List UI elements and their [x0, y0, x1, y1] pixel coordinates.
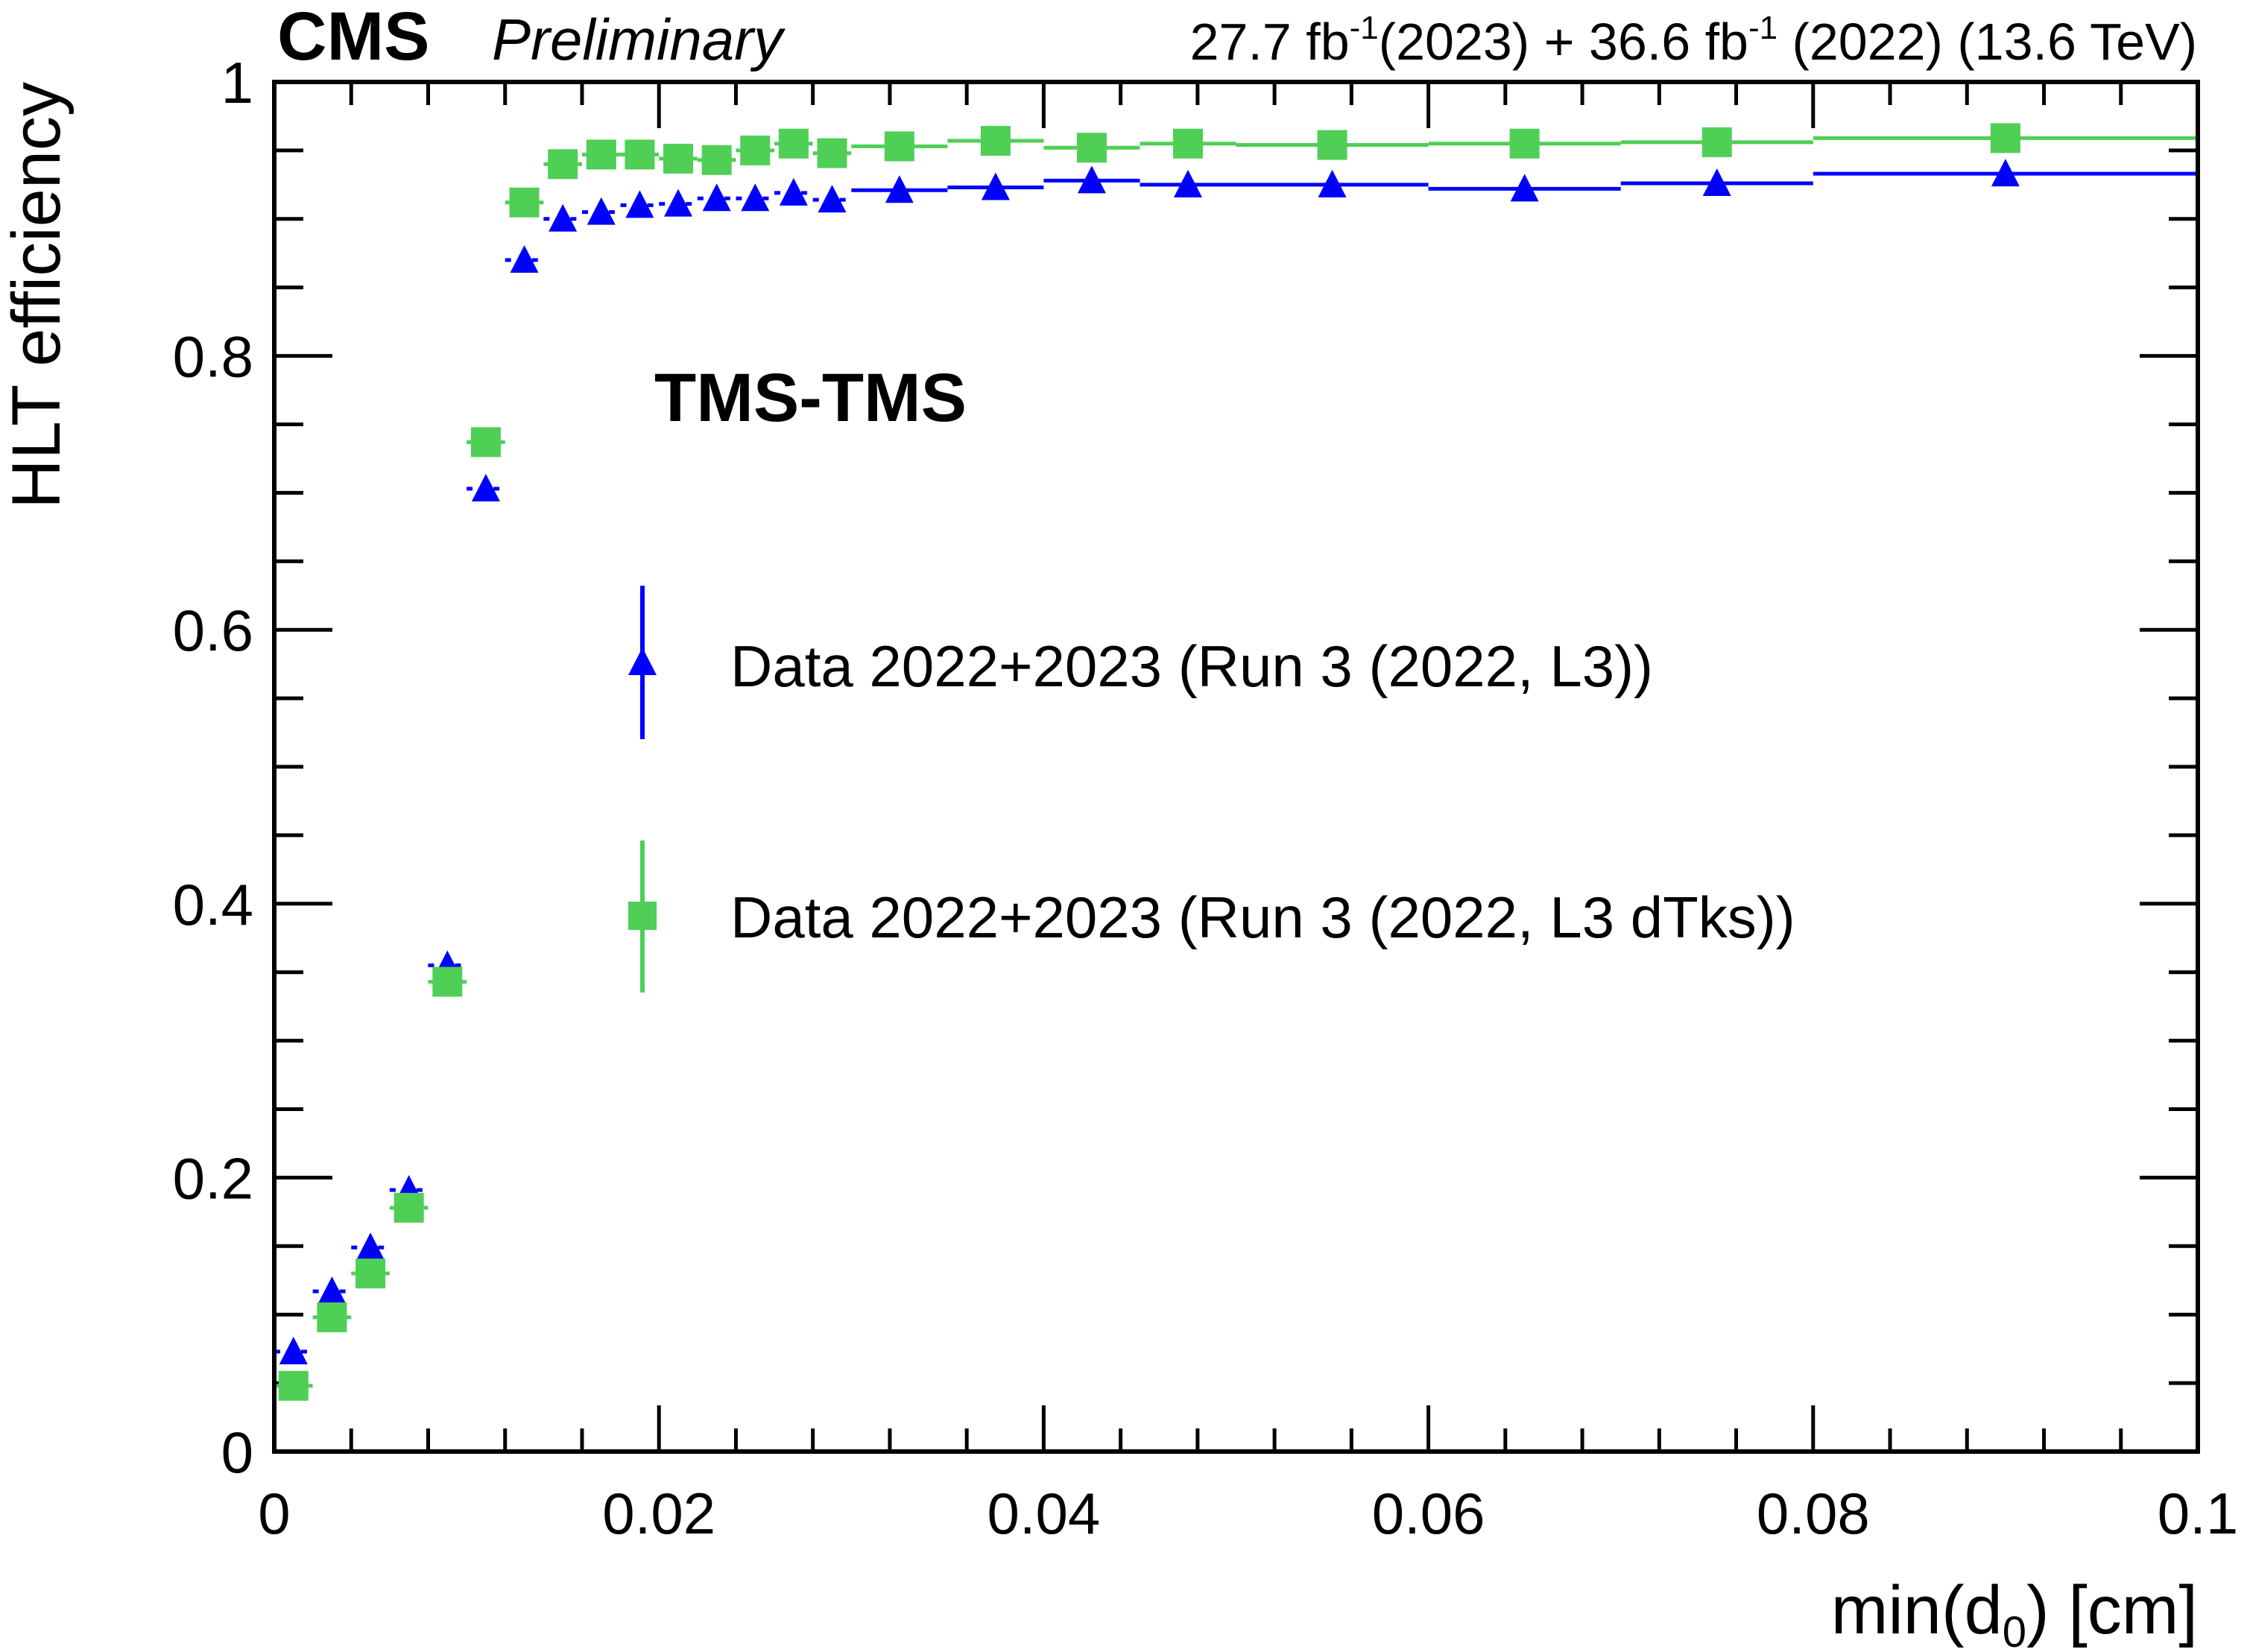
square-marker	[778, 128, 809, 159]
plot-frame	[272, 80, 2200, 1454]
lumi-2023: 27.7 fb	[1190, 13, 1350, 71]
category-label: TMS-TMS	[654, 360, 967, 436]
triangle-marker	[1510, 174, 1539, 202]
y-tick-label: 0.2	[173, 1145, 253, 1211]
y-tick-label: 0	[221, 1420, 253, 1485]
x-tick-label: 0.02	[602, 1481, 715, 1546]
lumi-2022-tag: (2022) (13.6 TeV)	[1777, 13, 2197, 71]
square-marker	[1172, 128, 1203, 159]
triangle-marker	[1702, 168, 1731, 197]
x-tick-label: 0.1	[2158, 1481, 2238, 1546]
series-l3	[274, 159, 2198, 1364]
square-marker	[1509, 128, 1540, 159]
square-marker	[817, 138, 847, 168]
triangle-marker	[981, 172, 1010, 200]
square-marker	[663, 143, 694, 174]
square-marker	[884, 131, 914, 162]
triangle-marker	[587, 197, 616, 225]
square-marker	[470, 427, 501, 458]
tick-labels: 0 0.02 0.04 0.06 0.08 0.1 0 0.2 0.4 0.6 0.8 1	[173, 50, 2239, 1546]
legend-dtks-label: Data 2022+2023 (Run 3 (2022, L3 dTks))	[730, 884, 1795, 950]
y-axis-title: HLT efficiency	[0, 82, 75, 509]
square-marker	[1317, 130, 1347, 160]
square-marker	[548, 149, 578, 180]
legend-entry-l3-dtks: Data 2022+2023 (Run 3 (2022, L3 dTks))	[628, 841, 1795, 993]
triangle-marker	[1318, 169, 1347, 197]
series-l3-dtks	[274, 123, 2198, 1401]
square-marker	[394, 1192, 424, 1223]
legend-l3-marker	[628, 648, 657, 675]
square-marker	[317, 1302, 347, 1332]
x-tick-label: 0.06	[1372, 1481, 1485, 1546]
x-axis-title: min(d0) [cm]	[1831, 1572, 2198, 1652]
legend-l3-label: Data 2022+2023 (Run 3 (2022, L3))	[730, 633, 1653, 699]
square-marker	[432, 966, 463, 997]
triangle-marker	[1173, 169, 1202, 197]
triangle-marker	[885, 175, 914, 203]
y-tick-label: 0.6	[173, 598, 253, 663]
triangle-marker	[625, 190, 654, 218]
square-marker	[1990, 123, 2020, 154]
square-marker	[740, 135, 771, 165]
square-marker	[586, 139, 616, 170]
axis-ticks	[272, 80, 2200, 1454]
square-marker	[1076, 133, 1107, 163]
triangle-marker	[1991, 159, 2020, 187]
x-tick-label: 0.04	[987, 1481, 1100, 1546]
lumi-2022-exponent: -1	[1748, 10, 1777, 46]
lumi-2023-tag: (2023) + 36.6 fb	[1379, 13, 1748, 71]
triangle-marker	[279, 1336, 308, 1364]
triangle-marker	[818, 185, 847, 213]
data-series	[274, 123, 2198, 1401]
square-marker	[1701, 127, 1732, 157]
experiment-label: CMS	[277, 0, 429, 75]
square-marker	[278, 1370, 309, 1401]
square-marker	[701, 145, 732, 175]
x-axis-title-tail: ) [cm]	[2026, 1572, 2198, 1648]
status-label: Preliminary	[492, 7, 786, 72]
square-marker	[980, 126, 1011, 156]
legend-entry-l3: Data 2022+2023 (Run 3 (2022, L3))	[628, 586, 1653, 739]
x-axis-title-subscript: 0	[2003, 1608, 2026, 1652]
x-tick-label: 0	[258, 1481, 290, 1546]
square-marker	[509, 187, 540, 218]
triangle-marker	[741, 183, 770, 212]
y-tick-label: 0.4	[173, 872, 253, 937]
y-tick-label: 1	[221, 50, 253, 115]
triangle-marker	[1077, 165, 1106, 194]
triangle-marker	[702, 183, 731, 212]
triangle-marker	[356, 1232, 385, 1261]
triangle-marker	[664, 189, 693, 217]
triangle-marker	[471, 473, 500, 501]
x-axis-title-main: min(d	[1831, 1572, 2003, 1648]
triangle-marker	[510, 244, 539, 273]
square-marker	[625, 139, 655, 170]
x-tick-label: 0.08	[1757, 1481, 1870, 1546]
luminosity-label: 27.7 fb-1(2023) + 36.6 fb-1 (2022) (13.6…	[1190, 10, 2197, 71]
legend: Data 2022+2023 (Run 3 (2022, L3)) Data 2…	[628, 586, 1795, 993]
triangle-marker	[779, 177, 808, 206]
triangle-marker	[317, 1276, 347, 1304]
triangle-marker	[549, 203, 578, 232]
lumi-2023-exponent: -1	[1350, 10, 1379, 46]
y-tick-label: 0.8	[173, 324, 253, 390]
square-marker	[355, 1259, 386, 1289]
legend-dtks-marker	[628, 902, 657, 930]
